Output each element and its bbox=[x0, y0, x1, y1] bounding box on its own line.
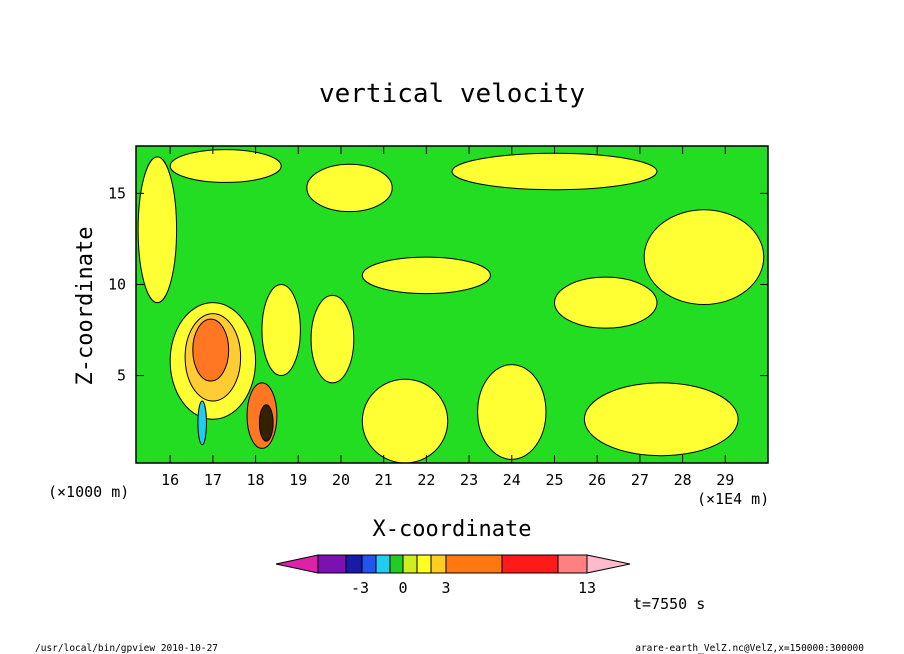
y-tick-label: 5 bbox=[117, 367, 126, 385]
x-tick-label: 17 bbox=[204, 471, 222, 489]
colorbar-lower-triangle bbox=[275, 554, 319, 574]
x-tick-label: 26 bbox=[588, 471, 606, 489]
contour-region-downdraft bbox=[197, 400, 207, 446]
colorbar-segment bbox=[557, 554, 588, 574]
x-tick-label: 28 bbox=[674, 471, 692, 489]
contour-region-core bbox=[258, 404, 274, 442]
x-unit-label: (×1E4 m) bbox=[697, 490, 769, 508]
colorbar-label-1: 0 bbox=[398, 579, 407, 597]
x-axis-label: X-coordinate bbox=[373, 517, 532, 542]
colorbar-segment bbox=[375, 554, 391, 574]
colorbar-label-3: 13 bbox=[578, 579, 596, 597]
colorbar-segment bbox=[416, 554, 432, 574]
contour-region-yellow-band bbox=[643, 209, 765, 305]
x-tick-label: 16 bbox=[161, 471, 179, 489]
contour-region-yellow-band bbox=[477, 364, 547, 460]
colorbar-label-0: -3 bbox=[351, 579, 369, 597]
colorbar-segment bbox=[501, 554, 559, 574]
x-tick-label: 21 bbox=[375, 471, 393, 489]
x-tick-label: 19 bbox=[289, 471, 307, 489]
plot-area bbox=[135, 145, 769, 464]
colorbar-segment bbox=[445, 554, 503, 574]
contour-region-yellow-band bbox=[306, 163, 393, 213]
x-tick-label: 24 bbox=[503, 471, 521, 489]
contour-region-yellow-band bbox=[361, 378, 449, 463]
y-tick-label: 15 bbox=[108, 184, 126, 202]
colorbar bbox=[275, 554, 631, 574]
contour-region-yellow-band bbox=[310, 294, 355, 384]
x-tick-label: 27 bbox=[631, 471, 649, 489]
colorbar-segment bbox=[317, 554, 347, 574]
colorbar-segment bbox=[345, 554, 363, 574]
y-tick-label: 10 bbox=[108, 275, 126, 293]
y-axis-label: Z-coordinate bbox=[73, 227, 98, 386]
x-tick-label: 22 bbox=[417, 471, 435, 489]
contour-region-yellow-band bbox=[261, 283, 301, 377]
time-label: t=7550 s bbox=[633, 595, 705, 613]
colorbar-segment bbox=[430, 554, 447, 574]
x-tick-label: 25 bbox=[545, 471, 563, 489]
contour-region-yellow-band bbox=[451, 152, 658, 191]
colorbar-segment bbox=[389, 554, 404, 574]
colorbar-segment bbox=[361, 554, 377, 574]
colorbar-segment bbox=[402, 554, 418, 574]
contour-region-yellow-band bbox=[553, 276, 658, 329]
contour-region-yellow-band bbox=[137, 156, 178, 304]
y-axis-ticks: 5 10 15 bbox=[108, 184, 768, 385]
contour-fills bbox=[137, 149, 765, 463]
plot-frame bbox=[135, 145, 769, 464]
colorbar-upper-triangle bbox=[586, 554, 631, 574]
footer-right-caption: arare-earth_VelZ.nc@VelZ,x=150000:300000 bbox=[635, 643, 864, 654]
chart-title: vertical velocity bbox=[319, 79, 585, 109]
contour-region-yellow-band bbox=[169, 149, 282, 183]
contour-region-yellow-band bbox=[361, 256, 491, 295]
x-tick-label: 20 bbox=[332, 471, 350, 489]
y-unit-label: (×1000 m) bbox=[48, 483, 129, 501]
colorbar-label-2: 3 bbox=[441, 579, 450, 597]
contour-region-updraft bbox=[192, 318, 230, 382]
x-tick-label: 23 bbox=[460, 471, 478, 489]
x-axis-ticks: 16 17 18 19 20 21 22 23 24 25 26 27 28 29 bbox=[161, 146, 734, 489]
footer-left-caption: /usr/local/bin/gpview 2010-10-27 bbox=[35, 643, 218, 654]
x-tick-label: 29 bbox=[716, 471, 734, 489]
colorbar-labels: -3 0 3 13 bbox=[351, 579, 596, 597]
contour-region-yellow-band bbox=[583, 382, 739, 457]
x-tick-label: 18 bbox=[247, 471, 265, 489]
